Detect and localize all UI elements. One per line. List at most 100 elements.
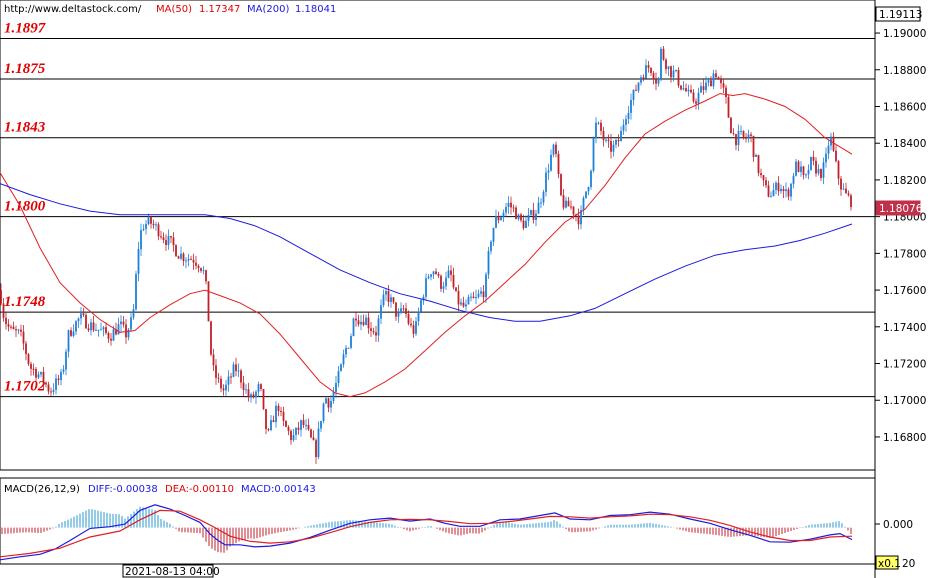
candle-body <box>437 274 440 276</box>
macd-dea-line <box>0 509 853 558</box>
candle-body <box>477 293 480 297</box>
candle-body <box>652 72 655 80</box>
site-url: http://www.deltastock.com/ <box>4 4 142 15</box>
candle-body <box>77 318 80 322</box>
y-tick-label: 1.17000 <box>883 395 926 407</box>
level-label: 1.1702 <box>4 379 46 395</box>
candle-body <box>160 236 162 238</box>
price-top-box <box>875 6 921 22</box>
candle-body <box>422 296 425 301</box>
candle-body <box>530 210 532 215</box>
candle-body <box>847 193 850 196</box>
candle-body <box>177 256 180 259</box>
candle-body <box>282 411 285 421</box>
candle-body <box>107 332 110 339</box>
y-tick-label: 1.19000 <box>883 28 926 40</box>
macd-scale-label: x0.1 <box>878 558 901 570</box>
candle-body <box>30 363 32 369</box>
candle-body <box>510 202 512 208</box>
candle-body <box>157 224 160 237</box>
candle-body <box>65 351 67 370</box>
candle-body <box>87 328 90 331</box>
candle-body <box>667 66 670 70</box>
candle-body <box>45 382 47 385</box>
candle-body <box>292 434 295 441</box>
candle-body <box>840 178 842 190</box>
candle-body <box>592 138 595 171</box>
candle-body <box>217 377 220 379</box>
candle-body <box>75 321 77 332</box>
candle-body <box>567 200 570 207</box>
candle-body <box>335 382 337 393</box>
ma200-line <box>0 183 853 322</box>
candle-body <box>215 365 217 378</box>
candle-body <box>657 78 660 84</box>
candle-body <box>272 420 275 423</box>
candle-body <box>415 321 417 334</box>
candle-body <box>57 378 60 381</box>
candle-body <box>337 371 340 383</box>
candle-body <box>737 130 740 146</box>
candle-body <box>90 322 92 331</box>
candle-body <box>145 224 147 229</box>
y-tick-label: 1.18200 <box>883 175 926 187</box>
candle-body <box>322 403 325 422</box>
candle-body <box>645 65 647 79</box>
candle-body <box>500 217 502 221</box>
candle-body <box>242 382 245 391</box>
y-tick-label: 1.17600 <box>883 285 926 297</box>
candle-body <box>115 329 117 335</box>
candle-body <box>32 368 35 370</box>
candle-body <box>147 217 150 225</box>
candle-body <box>800 166 802 173</box>
candle-body <box>485 274 487 298</box>
candle-body <box>850 195 852 208</box>
candle-body <box>745 136 747 139</box>
candle-body <box>190 258 192 260</box>
candle-body <box>182 253 185 261</box>
candle-body <box>780 188 782 192</box>
candle-body <box>662 48 665 60</box>
candle-body <box>767 185 770 197</box>
candle-body <box>742 130 745 137</box>
candle-body <box>747 134 750 139</box>
candle-body <box>650 67 652 73</box>
candle-body <box>802 166 805 175</box>
candle-body <box>807 169 810 175</box>
support-resistance-levels: 1.1897 1.1875 1.1843 1.1800 1.1748 1.1702 <box>0 21 875 398</box>
candle-body <box>447 270 450 278</box>
candle-body <box>812 156 815 161</box>
candle-body <box>205 270 207 282</box>
candle-body <box>752 135 755 157</box>
candle-body <box>635 89 637 91</box>
candle-body <box>525 220 527 229</box>
candle-body <box>842 188 845 190</box>
candle-body <box>655 79 657 84</box>
candle-body <box>740 130 742 132</box>
candle-body <box>705 82 707 90</box>
candle-body <box>357 320 360 325</box>
candle-body <box>315 440 317 458</box>
candle-body <box>427 276 430 279</box>
candle-body <box>230 376 232 378</box>
candle-body <box>677 69 680 86</box>
candle-body <box>302 420 305 426</box>
candle-body <box>80 313 82 319</box>
candle-body <box>692 92 695 102</box>
y-tick-label: 1.17200 <box>883 359 926 371</box>
candle-body <box>25 343 27 355</box>
candle-body <box>312 437 315 441</box>
candle-body <box>487 251 490 275</box>
candle-body <box>275 405 277 423</box>
candle-body <box>550 154 552 171</box>
price-pane <box>0 0 876 471</box>
candle-body <box>590 170 592 188</box>
candle-body <box>392 297 395 303</box>
candle-body <box>50 391 52 393</box>
candle-body <box>225 384 227 391</box>
candle-body <box>212 354 215 366</box>
candle-body <box>532 210 535 220</box>
candle-body <box>467 296 470 305</box>
y-tick-label: 1.18800 <box>883 65 926 77</box>
candle-body <box>475 296 477 299</box>
